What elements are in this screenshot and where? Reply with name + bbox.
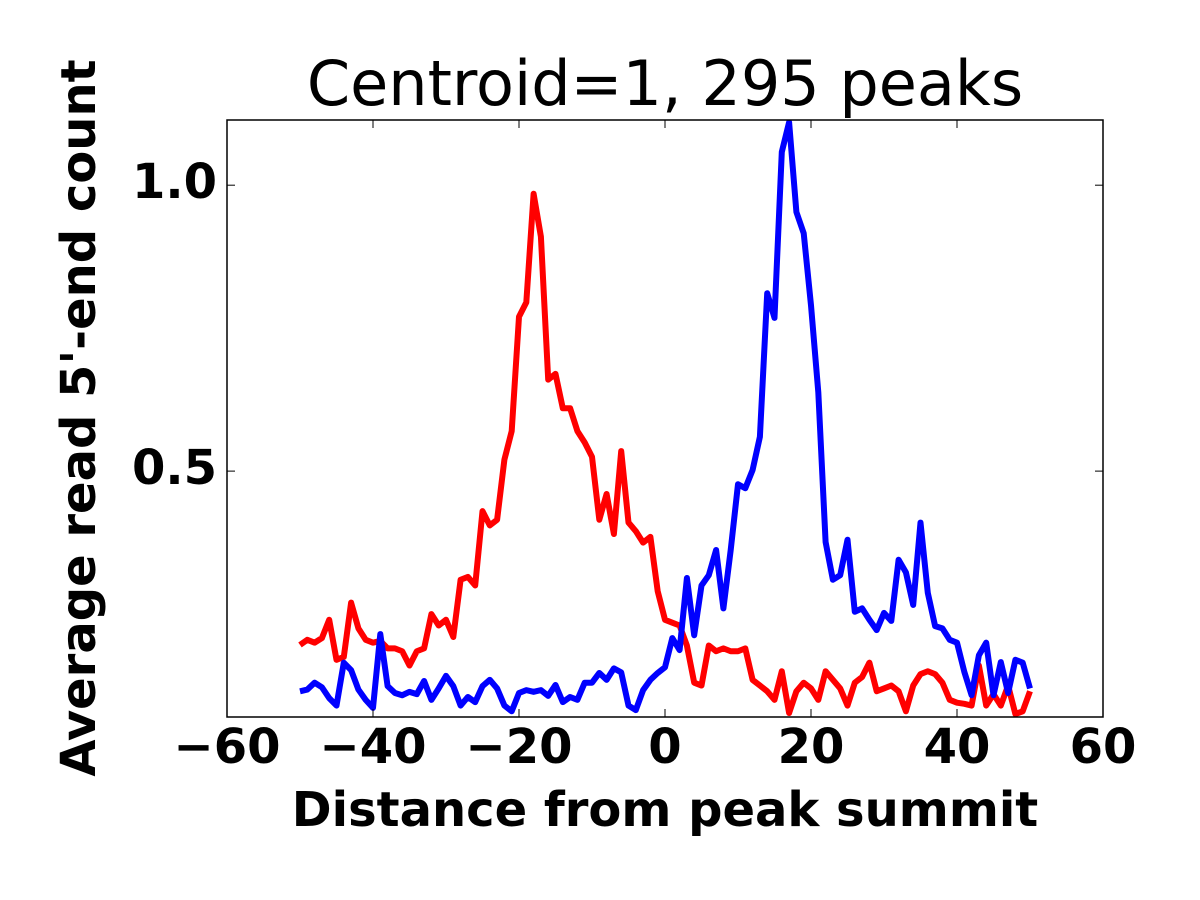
chart-title: Centroid=1, 295 peaks — [307, 47, 1023, 120]
x-tick-label: 0 — [648, 719, 681, 775]
data-line — [299, 120, 1033, 715]
x-tick-label: −60 — [173, 719, 280, 775]
data-line — [298, 190, 1033, 717]
x-tick-label: 40 — [924, 719, 991, 775]
x-tick-label: −20 — [465, 719, 572, 775]
x-axis-label: Distance from peak summit — [292, 782, 1038, 838]
x-tick-label: 20 — [778, 719, 845, 775]
y-tick-label: 0.5 — [132, 440, 217, 496]
y-tick-label: 1.0 — [132, 154, 217, 210]
plot-frame — [226, 119, 1104, 718]
y-axis-label: Average read 5'-end count — [51, 59, 107, 776]
x-tick-label: 60 — [1070, 719, 1137, 775]
x-tick-label: −40 — [319, 719, 426, 775]
